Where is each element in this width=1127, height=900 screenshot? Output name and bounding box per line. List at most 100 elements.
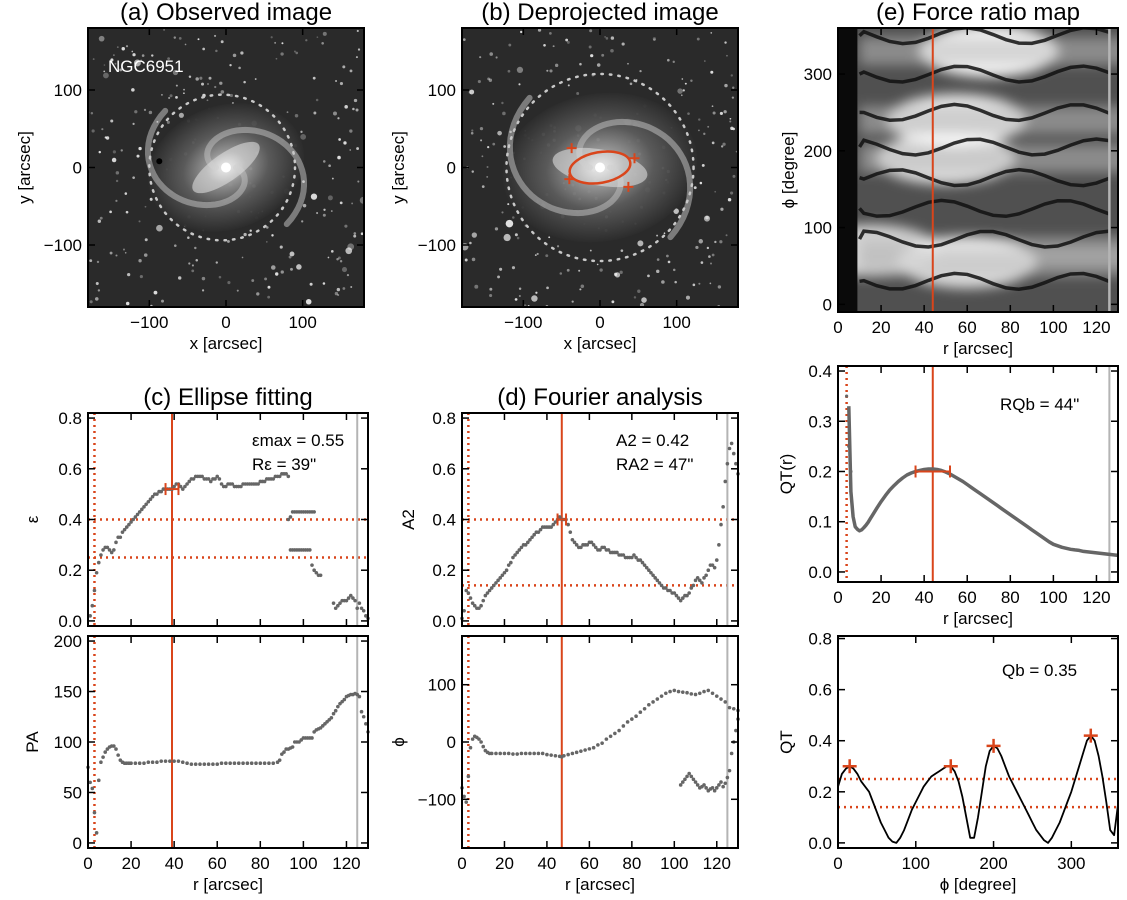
star bbox=[474, 284, 479, 289]
panel-title: (e) Force ratio map bbox=[876, 0, 1080, 26]
star bbox=[310, 193, 318, 200]
star bbox=[126, 272, 131, 277]
data-point bbox=[481, 744, 486, 749]
star bbox=[113, 54, 115, 56]
x-tick-label: 60 bbox=[958, 318, 977, 337]
data-point bbox=[351, 596, 355, 600]
data-point bbox=[659, 694, 664, 698]
star bbox=[163, 29, 165, 31]
data-point bbox=[625, 720, 630, 724]
data-point bbox=[723, 781, 728, 786]
data-point bbox=[655, 578, 660, 583]
star bbox=[300, 130, 303, 133]
star bbox=[191, 269, 195, 273]
star bbox=[356, 29, 359, 33]
x-axis-label: r [arcsec] bbox=[565, 875, 635, 894]
data-point bbox=[634, 555, 638, 560]
data-point bbox=[342, 598, 347, 603]
star bbox=[109, 210, 112, 214]
star bbox=[220, 90, 225, 94]
bright-band bbox=[859, 37, 1118, 66]
star bbox=[729, 117, 732, 120]
data-point bbox=[187, 479, 192, 484]
data-point bbox=[649, 570, 653, 575]
star bbox=[356, 147, 360, 150]
data-point bbox=[477, 606, 481, 611]
star bbox=[315, 98, 319, 102]
data-point bbox=[336, 603, 340, 608]
dark-band bbox=[858, 198, 1110, 219]
x-tick-label: 0 bbox=[833, 318, 842, 337]
data-point bbox=[685, 593, 689, 598]
star bbox=[91, 129, 95, 133]
star bbox=[103, 70, 106, 73]
star bbox=[488, 78, 493, 82]
data-point bbox=[211, 762, 215, 767]
star bbox=[175, 96, 178, 99]
annotation: εmax = 0.55 bbox=[252, 431, 344, 450]
x-tick-label: 300 bbox=[1057, 854, 1085, 873]
x-axis-label: r [arcsec] bbox=[943, 339, 1013, 358]
y-tick-label: 100 bbox=[428, 81, 456, 100]
star bbox=[241, 256, 244, 259]
star bbox=[653, 38, 656, 42]
data-point bbox=[494, 581, 498, 585]
star bbox=[690, 79, 693, 82]
star bbox=[156, 224, 163, 232]
data-point bbox=[528, 537, 532, 542]
star bbox=[337, 256, 341, 260]
y-tick-label: 100 bbox=[428, 676, 456, 695]
data-point bbox=[638, 710, 643, 715]
star bbox=[546, 286, 549, 290]
star bbox=[710, 32, 713, 34]
data-point bbox=[114, 747, 118, 751]
star bbox=[110, 119, 114, 123]
star bbox=[507, 69, 511, 73]
data-point bbox=[191, 477, 196, 481]
data-point bbox=[523, 543, 528, 547]
star bbox=[724, 41, 727, 44]
data-point bbox=[288, 515, 293, 519]
dark-band bbox=[859, 167, 1110, 188]
data-point bbox=[591, 745, 596, 750]
data-point bbox=[90, 603, 95, 608]
star bbox=[489, 287, 493, 291]
x-tick-label: −100 bbox=[504, 313, 542, 332]
plot-frame bbox=[837, 635, 1119, 849]
star bbox=[195, 258, 198, 262]
star bbox=[647, 274, 650, 278]
data-point bbox=[355, 606, 360, 611]
star bbox=[708, 255, 711, 258]
star bbox=[195, 77, 199, 81]
data-point bbox=[706, 568, 711, 573]
star bbox=[199, 76, 203, 80]
star bbox=[479, 127, 484, 131]
y-tick-label: 300 bbox=[804, 65, 832, 84]
star bbox=[270, 36, 273, 39]
star bbox=[501, 101, 504, 105]
data-point bbox=[479, 740, 483, 744]
star bbox=[666, 254, 669, 258]
star bbox=[571, 300, 574, 303]
data-point bbox=[112, 548, 116, 552]
star bbox=[566, 40, 570, 44]
data-point bbox=[632, 553, 636, 557]
star bbox=[349, 129, 353, 133]
cross-marker bbox=[564, 174, 575, 185]
data-point bbox=[536, 530, 541, 534]
star bbox=[295, 51, 299, 55]
data-point bbox=[92, 810, 97, 815]
data-point bbox=[496, 578, 500, 583]
panel-a: NGC6951 −100 0 100 −100 0 100 (a) Observed imag… bbox=[15, 0, 367, 353]
star bbox=[207, 83, 209, 85]
star bbox=[337, 155, 341, 160]
star bbox=[489, 52, 493, 56]
star bbox=[480, 139, 483, 142]
data-point bbox=[572, 540, 577, 545]
data-point bbox=[487, 588, 492, 593]
data-point bbox=[689, 586, 694, 590]
data-point bbox=[553, 520, 558, 524]
star bbox=[357, 48, 361, 51]
data-point bbox=[606, 548, 611, 552]
star bbox=[661, 280, 665, 284]
